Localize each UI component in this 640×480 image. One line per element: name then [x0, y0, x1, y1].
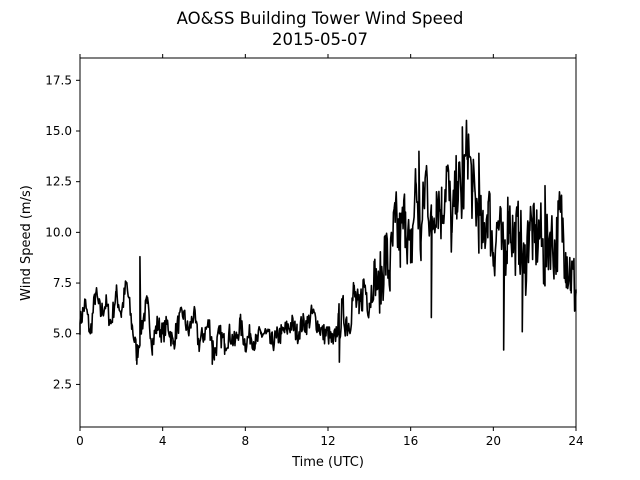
x-tick-label: 4: [159, 434, 167, 448]
chart-subtitle: 2015-05-07: [272, 30, 368, 49]
y-tick-label: 5.0: [53, 327, 72, 341]
x-tick-label: 24: [568, 434, 583, 448]
chart-title: AO&SS Building Tower Wind Speed: [177, 9, 464, 28]
x-tick-label: 20: [486, 434, 501, 448]
x-tick-label: 16: [403, 434, 418, 448]
x-tick-label: 12: [320, 434, 335, 448]
y-tick-label: 12.5: [45, 175, 72, 189]
x-axis-label: Time (UTC): [291, 455, 364, 470]
x-tick-label: 0: [76, 434, 84, 448]
y-tick-label: 17.5: [45, 73, 72, 87]
y-tick-label: 10.0: [45, 225, 72, 239]
wind-speed-line: [79, 119, 577, 365]
x-tick-label: 8: [242, 434, 250, 448]
y-tick-label: 15.0: [45, 124, 72, 138]
y-tick-label: 2.5: [53, 377, 72, 391]
y-tick-label: 7.5: [53, 276, 72, 290]
y-axis-label: Wind Speed (m/s): [19, 185, 34, 301]
plot-area: 0 4 8 12 16 20 24 2.5 5.0 7.5 10.0 12.5 15.0 17.5: [45, 54, 584, 448]
